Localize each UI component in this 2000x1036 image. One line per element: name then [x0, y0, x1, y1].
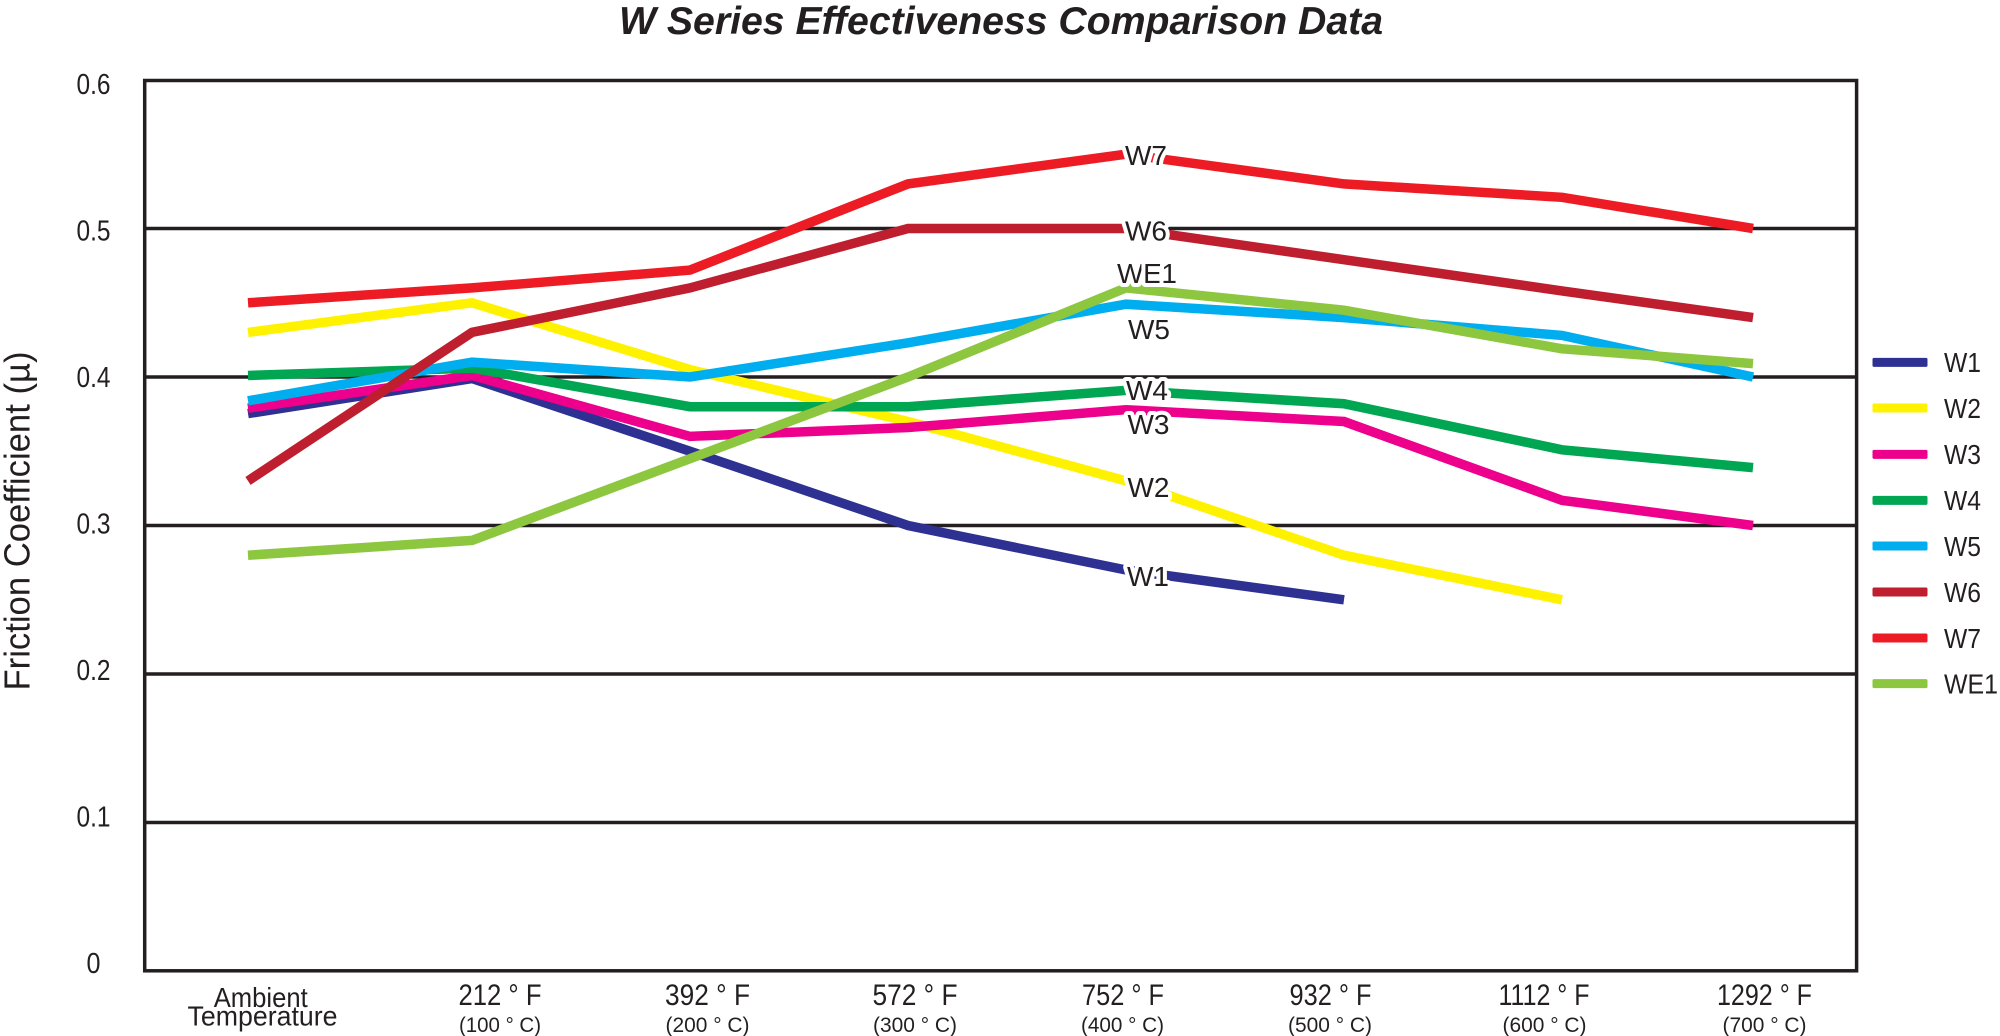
svg-text:W3: W3 — [1944, 439, 1981, 470]
svg-text:Friction Coefficient (µ): Friction Coefficient (µ) — [0, 352, 38, 691]
svg-text:W2: W2 — [1944, 393, 1981, 424]
svg-text:Temperature: Temperature — [188, 1001, 338, 1032]
svg-text:W6: W6 — [1125, 216, 1167, 247]
svg-text:0: 0 — [87, 948, 101, 980]
svg-text:W5: W5 — [1944, 531, 1981, 562]
svg-text:W3: W3 — [1128, 409, 1170, 440]
svg-text:(400 ° C): (400 ° C) — [1081, 1013, 1164, 1036]
svg-text:1112 ° F: 1112 ° F — [1499, 979, 1590, 1012]
svg-text:WE1: WE1 — [1944, 668, 1998, 699]
svg-text:WE1: WE1 — [1117, 258, 1177, 289]
svg-text:W7: W7 — [1944, 623, 1981, 654]
svg-text:W5: W5 — [1128, 314, 1170, 345]
svg-text:W6: W6 — [1944, 577, 1981, 608]
svg-text:572 ° F: 572 ° F — [873, 979, 958, 1012]
svg-text:W Series Effectiveness Compari: W Series Effectiveness Comparison Data — [619, 0, 1383, 43]
svg-text:212 ° F: 212 ° F — [459, 979, 542, 1012]
svg-text:(300 ° C): (300 ° C) — [873, 1013, 957, 1036]
svg-text:W1: W1 — [1944, 347, 1981, 378]
svg-text:932 ° F: 932 ° F — [1290, 979, 1372, 1012]
svg-text:0.1: 0.1 — [77, 801, 111, 833]
svg-text:0.3: 0.3 — [77, 508, 111, 540]
svg-text:(500 ° C): (500 ° C) — [1288, 1013, 1372, 1036]
svg-text:(100 ° C): (100 ° C) — [459, 1013, 541, 1036]
svg-text:(200 ° C): (200 ° C) — [666, 1013, 750, 1036]
svg-text:W1: W1 — [1127, 561, 1169, 592]
svg-text:1292 ° F: 1292 ° F — [1717, 979, 1812, 1012]
svg-text:0.5: 0.5 — [77, 215, 111, 247]
svg-text:(700 ° C): (700 ° C) — [1723, 1013, 1807, 1036]
svg-text:392 ° F: 392 ° F — [665, 979, 750, 1012]
svg-text:Ambient: Ambient — [214, 982, 308, 1013]
svg-text:W4: W4 — [1944, 485, 1981, 516]
svg-text:0.4: 0.4 — [77, 362, 111, 394]
svg-text:(600 ° C): (600 ° C) — [1503, 1013, 1587, 1036]
svg-text:0.6: 0.6 — [77, 69, 111, 101]
svg-text:0.2: 0.2 — [77, 655, 111, 687]
svg-text:W4: W4 — [1126, 375, 1168, 406]
svg-text:W7: W7 — [1125, 140, 1167, 171]
svg-text:W2: W2 — [1128, 472, 1170, 503]
svg-text:752 ° F: 752 ° F — [1082, 979, 1164, 1012]
